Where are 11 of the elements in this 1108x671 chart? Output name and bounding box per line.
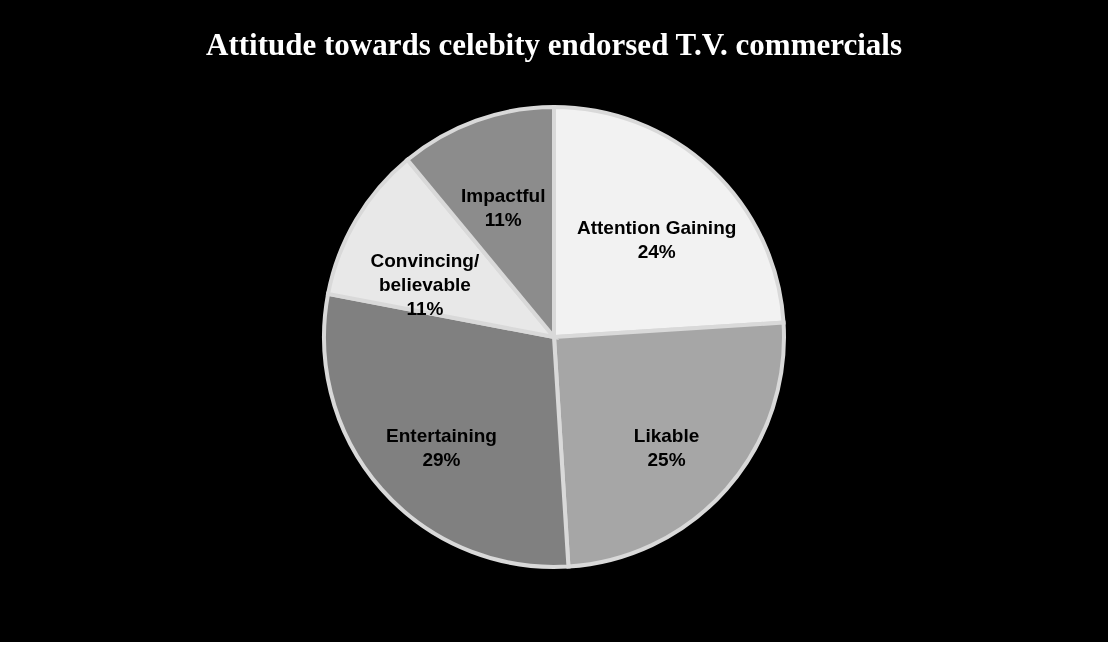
data-label: 29%: [422, 449, 461, 471]
slice-label: Likable: [633, 425, 700, 447]
data-label: 11%: [484, 208, 522, 230]
data-label: 25%: [647, 449, 686, 471]
data-label: 11%: [406, 297, 444, 319]
chart-title: Attitude towards celebity endorsed T.V. commercials: [206, 27, 902, 62]
slice-label: Attention Gaining: [576, 216, 737, 238]
slice-label: Convincing/believable: [370, 249, 480, 295]
data-label: 24%: [637, 240, 676, 262]
slice-label: Entertaining: [386, 425, 497, 447]
slice-label: Impactful: [460, 184, 546, 206]
